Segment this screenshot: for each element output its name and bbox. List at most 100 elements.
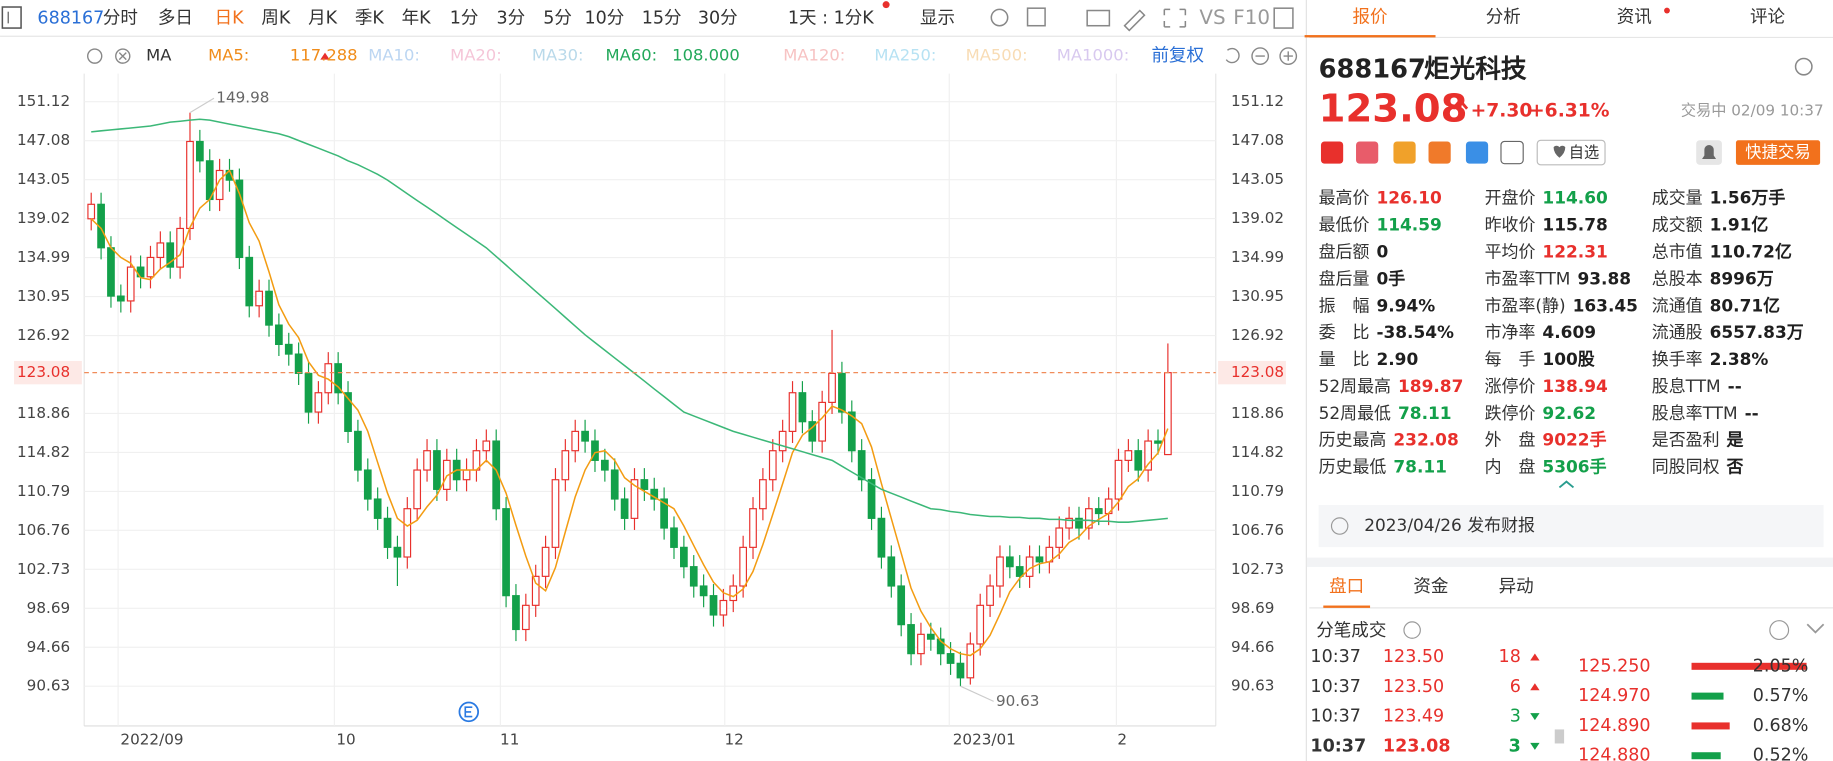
- panel-icon[interactable]: [1273, 7, 1294, 29]
- period-tab[interactable]: 周K: [261, 9, 291, 29]
- stat: 开盘价 114.60: [1485, 188, 1608, 208]
- range-select[interactable]: 1天 : 1分K: [788, 9, 874, 29]
- current-price: 123.08: [17, 363, 70, 381]
- trade-time: 10:37: [1310, 647, 1360, 667]
- y-tick-label: 106.76: [1231, 521, 1284, 539]
- stat-label: 委 比: [1319, 322, 1370, 342]
- stat-label: 股息率TTM: [1652, 403, 1738, 423]
- event-icon[interactable]: [458, 701, 480, 723]
- sub-tab[interactable]: 资金: [1413, 577, 1449, 597]
- icon[interactable]: [1428, 141, 1451, 164]
- display-select[interactable]: 显示: [920, 9, 955, 29]
- candle-body: [116, 295, 125, 302]
- heart-icon: [1553, 145, 1566, 158]
- candle-body: [966, 643, 975, 679]
- stat: 涨停价 138.94: [1485, 376, 1608, 396]
- stat-label: 股息TTM: [1652, 376, 1721, 396]
- quick-trade-button[interactable]: [1735, 140, 1821, 165]
- camera-icon[interactable]: [1086, 9, 1111, 27]
- trade-direction: [1530, 713, 1540, 721]
- y-tick-label: 118.86: [1231, 404, 1284, 422]
- candle-body: [788, 392, 797, 432]
- ma-legend-value: 108.000: [672, 46, 740, 65]
- candle-body: [363, 469, 372, 500]
- stat-label: 盘后量: [1319, 268, 1370, 288]
- x-tick-label: 2022/09: [120, 730, 183, 748]
- adjust-button[interactable]: 前复权: [1151, 46, 1204, 66]
- period-tab[interactable]: 分时: [103, 9, 138, 29]
- draw-icon[interactable]: [1026, 7, 1046, 27]
- stat-value: 78.11: [1398, 403, 1452, 423]
- separator: [1306, 557, 1833, 567]
- icon[interactable]: [1465, 141, 1489, 164]
- panel-tab[interactable]: 评论: [1750, 8, 1786, 28]
- info-icon[interactable]: [1403, 621, 1421, 639]
- stat: 成交额 1.91亿: [1652, 215, 1769, 235]
- candle-body: [798, 392, 807, 423]
- ma-legend-name: MA60:: [606, 46, 658, 65]
- period-tab[interactable]: 30分: [698, 9, 738, 29]
- candle-body: [729, 585, 738, 602]
- sub-tab[interactable]: 异动: [1499, 577, 1534, 597]
- f10-button[interactable]: F10: [1233, 6, 1270, 29]
- period-tab[interactable]: 日K: [215, 9, 245, 29]
- candle-body: [1055, 527, 1064, 548]
- period-tab[interactable]: 1分: [450, 9, 479, 29]
- candle-body: [126, 266, 135, 302]
- settings-icon[interactable]: [990, 8, 1009, 27]
- settings-icon[interactable]: [1794, 57, 1813, 76]
- close-icon[interactable]: [115, 48, 131, 64]
- candle-body: [403, 508, 412, 558]
- zoom-in[interactable]: [1279, 47, 1298, 65]
- period-tab[interactable]: 3分: [497, 9, 526, 29]
- watch-button[interactable]: [1536, 139, 1606, 166]
- stat-value: 9.94%: [1376, 295, 1435, 315]
- expand-icon[interactable]: [1806, 623, 1825, 634]
- period-tab[interactable]: 15分: [642, 9, 682, 29]
- annotation-line: [960, 685, 994, 702]
- collapse-icon[interactable]: [1558, 480, 1575, 489]
- stat-label: 流通值: [1652, 295, 1703, 315]
- stat: 市净率 4.609: [1485, 322, 1596, 342]
- price: 123.08: [1319, 87, 1468, 132]
- panel-tab[interactable]: 分析: [1486, 8, 1521, 28]
- period-tab[interactable]: 季K: [355, 9, 385, 29]
- fullscreen-icon[interactable]: [1163, 8, 1187, 28]
- period-tab[interactable]: 多日: [158, 9, 193, 29]
- panel-tab[interactable]: 资讯: [1617, 8, 1652, 28]
- panel-tab[interactable]: 报价: [1353, 8, 1388, 28]
- sub-tab[interactable]: 盘口: [1329, 577, 1364, 597]
- period-tab[interactable]: 年K: [402, 9, 432, 29]
- badge: [1664, 7, 1670, 14]
- vs-button[interactable]: VS: [1199, 6, 1225, 29]
- candle-body: [926, 633, 935, 640]
- candle-body: [531, 575, 540, 606]
- stat-value: 1.56万手: [1710, 188, 1786, 208]
- period-tab[interactable]: 月K: [308, 9, 338, 29]
- stat-label: 同股同权: [1652, 457, 1720, 477]
- book-bar: [1691, 752, 1721, 760]
- menu-icon[interactable]: [1, 6, 22, 29]
- pen-icon[interactable]: [1123, 9, 1146, 32]
- icon[interactable]: [1500, 140, 1524, 165]
- x-tick-label: 10: [336, 730, 355, 748]
- candle-body: [670, 527, 678, 548]
- period-tab[interactable]: 5分: [543, 9, 572, 29]
- stat-value: 1.91亿: [1710, 215, 1769, 235]
- period-tab[interactable]: 10分: [584, 9, 624, 29]
- trade-time: 10:37: [1310, 736, 1366, 756]
- stat: 昨收价 115.78: [1485, 215, 1608, 235]
- icon[interactable]: [1393, 141, 1416, 164]
- trade-status: 交易中 02/09 10:37: [1681, 102, 1824, 120]
- more-icon[interactable]: [1769, 620, 1790, 641]
- zoom-out[interactable]: [1251, 47, 1270, 65]
- settings-icon[interactable]: [86, 48, 103, 64]
- stat: 量 比 2.90: [1319, 349, 1419, 369]
- icon[interactable]: [1356, 141, 1379, 164]
- icon[interactable]: [1320, 141, 1344, 164]
- stat-label: 跌停价: [1485, 403, 1536, 423]
- indicator[interactable]: MA: [146, 46, 172, 65]
- y-tick-label: 94.66: [27, 638, 70, 656]
- candle-body: [591, 440, 599, 461]
- candle-body: [877, 517, 886, 558]
